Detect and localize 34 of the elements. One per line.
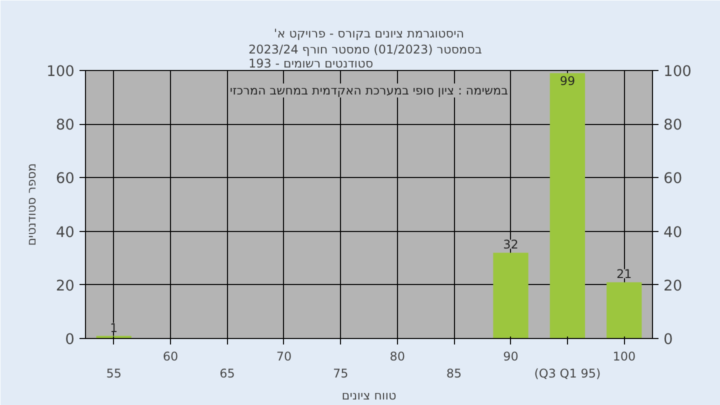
bar <box>606 282 642 338</box>
x-tick-label: 65 <box>220 366 235 380</box>
data-label: 21 <box>616 267 632 282</box>
data-label: 99 <box>560 74 576 88</box>
x-tick-label: 75 <box>333 366 348 380</box>
y-tick-label: 20 <box>56 277 75 294</box>
data-label: 32 <box>503 238 518 252</box>
y2-tick-label: 80 <box>664 116 682 134</box>
data-label: 1 <box>110 320 118 335</box>
x-tick-label: (Q3 Q1 95) <box>534 366 601 380</box>
x-tick-label: 70 <box>276 350 292 364</box>
x-tick-label: 85 <box>446 366 462 380</box>
annotation: במשימה : ציון סופי במערכת האקדמית במחשב המרכזי <box>230 84 508 98</box>
x-axis-title: טווח ציונים <box>342 388 396 402</box>
y-axis-title: מספר סטודנטים <box>24 163 39 246</box>
y-tick-label: 0 <box>65 331 75 348</box>
y2-tick-label: 40 <box>664 224 682 241</box>
y2-tick-label: 20 <box>664 277 682 294</box>
bar <box>550 73 586 338</box>
y-tick-label: 60 <box>56 170 75 188</box>
y2-tick-label: 60 <box>664 170 682 188</box>
y-tick-label: 40 <box>56 224 75 241</box>
chart-title: 'היסטוגרמת ציונים בקורס - פרויקט א <box>274 26 464 40</box>
x-tick-label: 60 <box>162 350 178 364</box>
y2-tick-label: 100 <box>664 63 692 80</box>
x-tick-label: 90 <box>503 350 518 364</box>
y-tick-label: 100 <box>46 63 75 80</box>
chart-subtitle: בסמסטר (01/2023) סמסטר חורף 2023/24 סטודנטים רשומים - 193 <box>248 42 482 70</box>
bar <box>493 252 528 338</box>
x-tick-label: 55 <box>106 366 122 380</box>
x-tick-label: 80 <box>390 350 405 364</box>
y-tick-label: 80 <box>56 116 75 134</box>
x-tick-label: 100 <box>612 350 636 364</box>
y2-tick-label: 0 <box>664 331 673 348</box>
